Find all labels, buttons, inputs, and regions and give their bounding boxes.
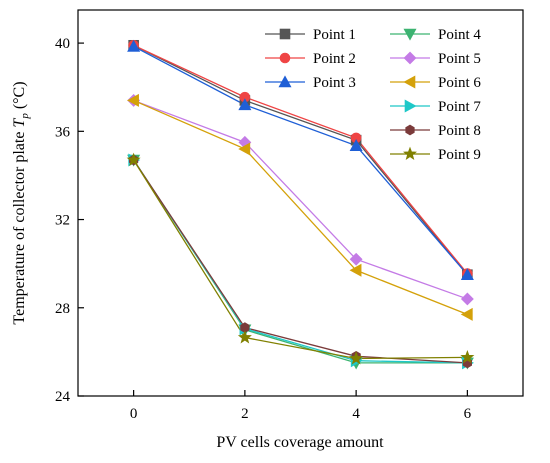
series-markers — [126, 39, 475, 370]
series-line-point-8 — [133, 159, 468, 364]
legend-marker — [403, 146, 417, 160]
legend-marker — [404, 99, 417, 113]
legend-marker — [403, 75, 416, 89]
series-line-point-3 — [133, 45, 468, 276]
legend-marker — [279, 28, 291, 40]
x-tick-label: 2 — [241, 406, 249, 422]
data-point-point-3 — [127, 39, 141, 52]
y-tick-label: 28 — [55, 301, 70, 317]
y-axis-title-prefix: Temperature of collector plate — [11, 128, 28, 325]
legend-marker — [403, 28, 417, 41]
series-line-point-1 — [133, 44, 468, 276]
series-lines — [133, 44, 468, 364]
y-tick-label: 36 — [55, 124, 71, 140]
data-point-point-6 — [460, 307, 473, 321]
y-axis-title-variable: T — [11, 118, 28, 128]
legend-label: Point 3 — [313, 75, 356, 91]
data-point-point-9 — [237, 330, 252, 344]
data-point-point-6 — [238, 142, 251, 156]
legend-marker — [405, 124, 415, 136]
legend: Point 1 Point 2 Point 3 Point 4 Point 5 Point… — [265, 27, 481, 163]
data-point-point-9 — [460, 350, 475, 364]
legend-label: Point 8 — [438, 123, 481, 139]
series-line-point-7 — [133, 159, 468, 364]
legend-label: Point 6 — [438, 75, 481, 91]
series-line-point-5 — [133, 99, 468, 300]
x-tick-label: 6 — [464, 406, 472, 422]
y-tick-label: 32 — [55, 213, 70, 229]
x-tick-label: 4 — [352, 406, 360, 422]
legend-marker — [279, 52, 291, 64]
data-point-point-3 — [460, 268, 474, 280]
series-line-point-6 — [133, 99, 468, 315]
y-axis-title-unit: (°C) — [11, 81, 28, 113]
legend-label: Point 7 — [438, 99, 481, 115]
plot-frame — [77, 9, 524, 397]
data-point-point-6 — [127, 93, 139, 107]
legend-label: Point 4 — [438, 27, 481, 43]
legend-label: Point 1 — [313, 27, 356, 43]
data-point-point-3 — [349, 139, 363, 151]
legend-marker — [403, 51, 417, 65]
series-line-point-4 — [133, 159, 468, 364]
legend-label: Point 5 — [438, 51, 481, 67]
legend-label: Point 2 — [313, 51, 356, 67]
legend-label: Point 9 — [438, 147, 481, 163]
data-point-point-5 — [349, 252, 363, 266]
series-line-point-9 — [133, 159, 468, 360]
x-tick-label: 0 — [130, 406, 138, 422]
data-point-point-9 — [349, 351, 364, 365]
y-axis-title: Temperature of collector plate Tp (°C) — [11, 81, 31, 324]
data-point-point-3 — [238, 98, 252, 111]
series-line-point-2 — [133, 44, 468, 274]
x-axis-title: PV cells coverage amount — [216, 434, 384, 451]
legend-marker — [278, 75, 292, 88]
y-axis-title-subscript: p — [19, 113, 31, 120]
data-point-point-6 — [349, 263, 362, 277]
y-tick-label: 40 — [55, 36, 70, 52]
data-point-point-9 — [126, 152, 141, 166]
data-point-point-5 — [460, 292, 474, 306]
y-tick-label: 24 — [55, 389, 71, 405]
